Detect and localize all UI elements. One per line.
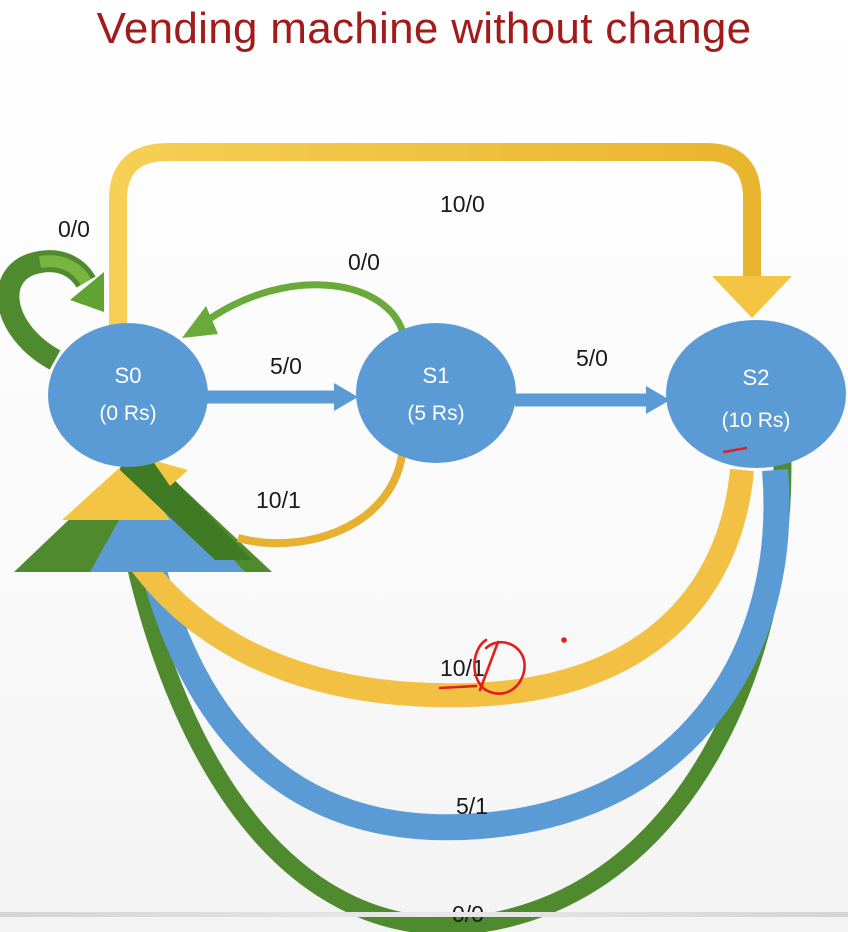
pen-annotations xyxy=(438,446,748,695)
arrowhead-s0-self xyxy=(70,272,104,312)
label-s2-s0-yellow: 10/1 xyxy=(440,655,485,681)
label-s0-s2-top: 10/0 xyxy=(440,191,485,217)
label-s2-s0-blue: 5/1 xyxy=(456,793,488,819)
slide-title: Vending machine without change xyxy=(96,4,752,53)
label-s1-self: 0/0 xyxy=(348,249,380,275)
pen-dot xyxy=(561,637,567,643)
edge-s0-self-highlight xyxy=(38,255,92,286)
video-progress-bar[interactable] xyxy=(0,912,848,917)
state-s2-value: (10 Rs) xyxy=(722,409,791,432)
pen-slash-1 xyxy=(478,640,500,692)
pen-underline-10-rs xyxy=(722,446,748,454)
state-s1-name: S1 xyxy=(423,363,450,388)
state-s0[interactable]: S0 (0 Rs) xyxy=(48,323,208,467)
pen-circle-1 xyxy=(473,638,526,695)
arrowhead-s0-s2-top xyxy=(712,276,792,318)
state-s1-value: (5 Rs) xyxy=(407,402,464,425)
arrowhead-s1-s0-yellow xyxy=(152,460,188,486)
state-s0-name: S0 xyxy=(115,363,142,388)
state-s2[interactable]: S2 (10 Rs) xyxy=(666,320,846,468)
state-s0-value: (0 Rs) xyxy=(99,402,156,425)
edge-s1-s0-green xyxy=(202,281,408,338)
arrowhead-yellow-large xyxy=(62,460,170,520)
edge-s1-s0-yellow xyxy=(236,454,406,548)
state-s2-name: S2 xyxy=(743,365,770,390)
edge-s2-s0-yellow xyxy=(107,468,754,708)
state-s1[interactable]: S1 (5 Rs) xyxy=(356,323,516,463)
edge-s2-s0-blue xyxy=(132,468,790,841)
label-s0-s1: 5/0 xyxy=(270,353,302,379)
label-s1-s0: 10/1 xyxy=(256,487,301,513)
edge-s0-s2-top xyxy=(109,143,761,335)
arrowhead-s1-s2 xyxy=(646,386,670,414)
pen-underline-10 xyxy=(438,684,478,690)
arrowhead-s0-s1 xyxy=(334,383,358,411)
arrowhead-shadow xyxy=(120,445,252,560)
label-s0-self: 0/0 xyxy=(58,216,90,242)
label-s1-s2: 5/0 xyxy=(576,345,608,371)
arrowhead-s1-s0-green xyxy=(182,306,218,338)
